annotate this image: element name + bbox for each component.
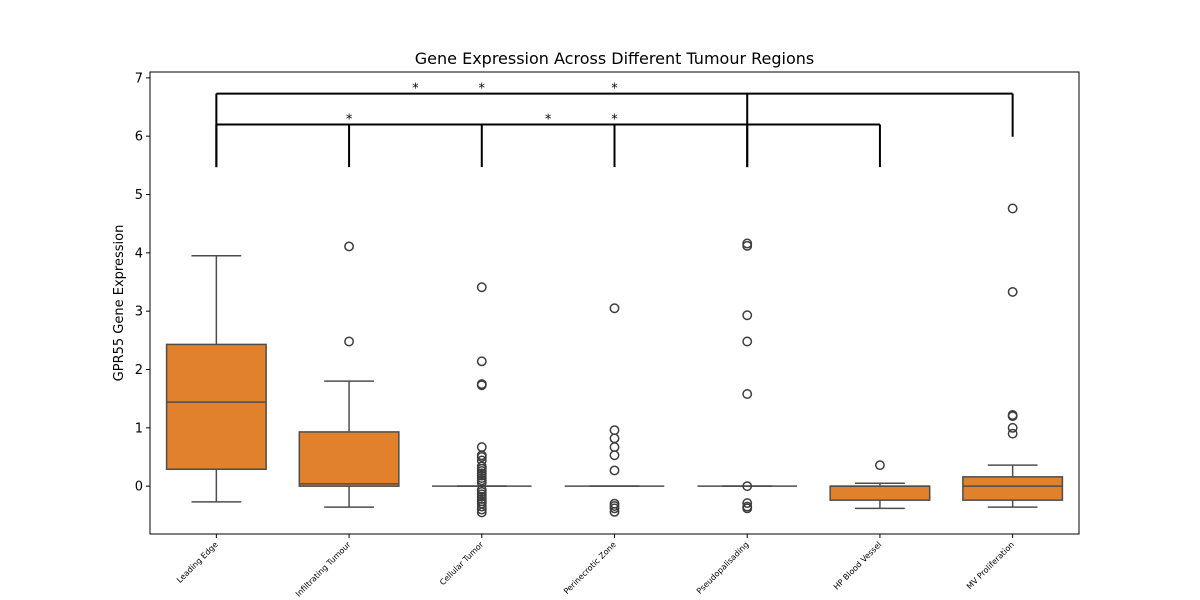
axes-layer: 0 1 2 3 4 5 6 7 Leading Edge Infiltrating Tumour C… <box>135 71 1016 598</box>
y-tick-label: 3 <box>135 305 143 320</box>
significance-annotations: * * * * * * <box>215 82 1014 168</box>
box-group <box>432 282 532 518</box>
x-tick-label: Cellular Tumor <box>438 540 486 588</box>
box-group <box>697 238 797 514</box>
x-tick-label: Infiltrating Tumour <box>294 540 353 599</box>
y-tick-label: 2 <box>135 363 143 378</box>
outlier-point <box>742 389 753 399</box>
outlier-point <box>476 452 487 462</box>
box-group <box>564 303 665 517</box>
outlier-point <box>1007 286 1018 297</box>
box <box>298 431 400 487</box>
x-tick-label: Pseudopalisading <box>695 540 751 596</box>
outlier-point <box>742 498 753 509</box>
outlier-point <box>1007 203 1018 214</box>
outlier-point <box>1007 411 1018 422</box>
y-tick-label: 7 <box>135 71 143 86</box>
y-tick-label: 0 <box>135 480 143 495</box>
box-group <box>165 255 267 503</box>
outlier-point <box>344 336 355 347</box>
outlier-point <box>476 282 487 293</box>
box-group <box>962 203 1064 508</box>
outlier-point <box>742 310 753 321</box>
significance-bracket: * * * <box>215 82 1014 168</box>
boxes-layer <box>165 203 1064 518</box>
outlier-point <box>742 336 753 347</box>
significance-star: * <box>346 113 353 128</box>
outlier-point <box>609 465 620 476</box>
outlier-point <box>476 501 487 512</box>
outlier-point <box>1007 422 1018 433</box>
x-tick-label: HP Blood Vessel <box>832 540 883 591</box>
y-tick-label: 1 <box>135 421 143 436</box>
outlier-point <box>609 433 620 444</box>
outlier-point <box>742 503 753 514</box>
chart-title: Gene Expression Across Different Tumour … <box>415 49 814 68</box>
significance-star: * <box>479 82 486 97</box>
outlier-point <box>742 240 753 251</box>
x-tick-label: Perinecrotic Zone <box>562 540 618 596</box>
box <box>829 485 931 501</box>
box <box>962 476 1064 501</box>
outlier-point <box>609 506 620 517</box>
outlier-point <box>609 503 620 514</box>
significance-star: * <box>412 82 419 97</box>
significance-star: * <box>611 113 618 128</box>
plot-frame <box>149 71 1080 535</box>
significance-star: * <box>611 82 618 97</box>
significance-bracket: * * * <box>215 113 881 168</box>
outlier-point <box>874 460 885 471</box>
y-tick-label: 4 <box>135 246 143 261</box>
outlier-point <box>476 507 487 518</box>
box <box>165 343 267 470</box>
x-tick-label: Leading Edge <box>175 540 220 585</box>
outlier-point <box>609 425 620 436</box>
box-group <box>829 460 931 510</box>
x-tick-label: MV Proliferation <box>965 540 1016 591</box>
y-axis-label: GPR55 Gene Expression <box>112 225 127 382</box>
outlier-point <box>476 442 487 453</box>
outlier-point <box>476 380 487 391</box>
outlier-point <box>609 303 620 314</box>
significance-star: * <box>545 113 552 128</box>
outlier-point <box>609 450 620 461</box>
outlier-point <box>476 477 487 488</box>
outlier-point <box>742 481 753 492</box>
box-group <box>298 241 400 508</box>
outlier-point <box>476 356 487 367</box>
y-tick-label: 5 <box>135 188 143 203</box>
outlier-point <box>344 241 355 252</box>
outlier-point <box>476 504 487 515</box>
y-tick-label: 6 <box>135 130 143 145</box>
outlier-point <box>1007 428 1018 439</box>
outlier-point <box>609 442 620 453</box>
